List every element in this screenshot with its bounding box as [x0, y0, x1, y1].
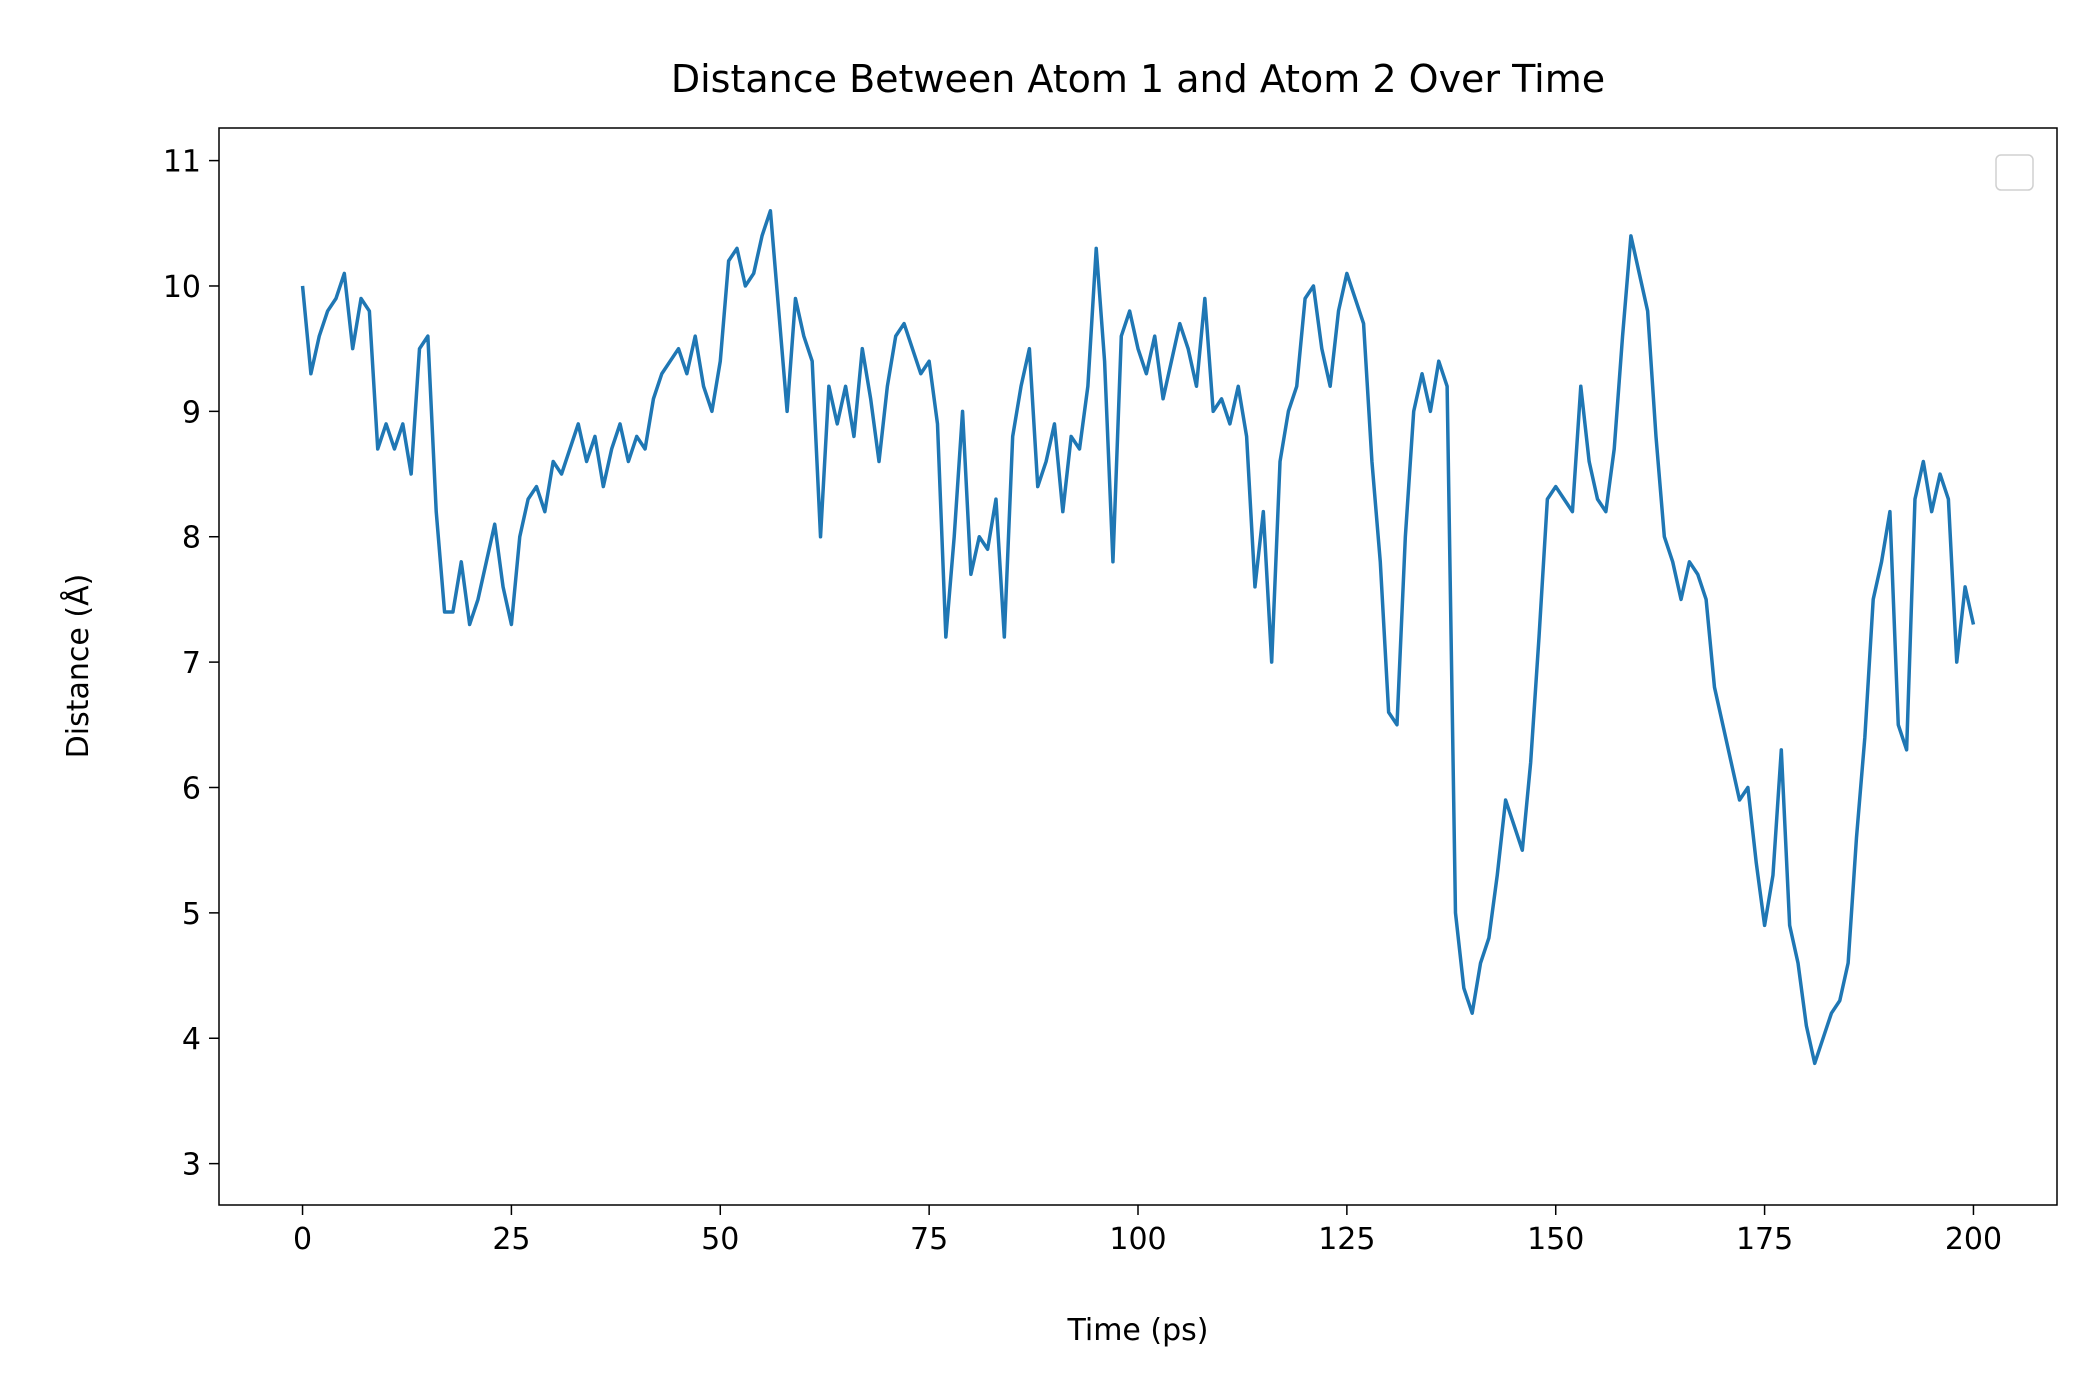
x-tick-label: 175 — [1736, 1222, 1793, 1257]
x-tick-label: 200 — [1945, 1222, 2002, 1257]
x-tick-label: 125 — [1318, 1222, 1375, 1257]
x-tick-label: 150 — [1527, 1222, 1584, 1257]
y-tick-label: 7 — [182, 646, 201, 681]
y-tick-label: 11 — [163, 145, 201, 180]
plot-frame — [218, 127, 2058, 1206]
x-tick-label: 100 — [1109, 1222, 1166, 1257]
x-tick-label: 25 — [492, 1222, 530, 1257]
data-line — [300, 209, 1976, 1066]
y-tick-label: 8 — [182, 521, 201, 556]
x-tick-label: 50 — [701, 1222, 739, 1257]
y-tick-label: 5 — [182, 897, 201, 932]
y-tick-label: 9 — [182, 395, 201, 430]
y-tick-label: 3 — [182, 1148, 201, 1183]
chart-title: Distance Between Atom 1 and Atom 2 Over … — [671, 57, 1605, 101]
x-tick-label: 75 — [910, 1222, 948, 1257]
x-axis-label: Time (ps) — [1066, 1313, 1208, 1348]
y-tick-label: 6 — [182, 771, 201, 806]
y-tick-label: 10 — [163, 270, 201, 305]
y-axis-label: Distance (Å) — [60, 574, 96, 759]
x-tick-label: 0 — [293, 1222, 312, 1257]
legend-box — [1995, 154, 2034, 191]
y-tick-label: 4 — [182, 1022, 201, 1057]
